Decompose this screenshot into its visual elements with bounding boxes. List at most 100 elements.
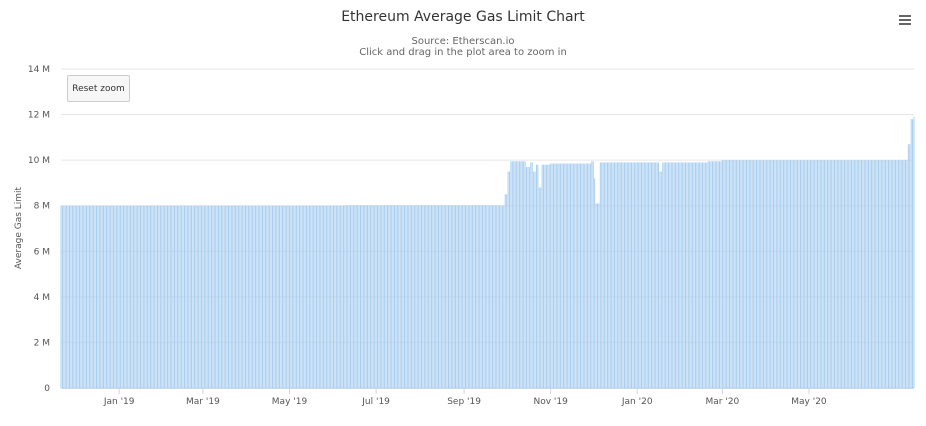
- bar: [77, 205, 79, 388]
- bar: [256, 205, 258, 388]
- bar: [289, 205, 291, 388]
- bar: [714, 161, 716, 388]
- bar: [483, 205, 485, 388]
- bar: [873, 160, 875, 388]
- bar: [660, 171, 662, 388]
- bar: [612, 162, 614, 388]
- bar: [760, 160, 762, 388]
- bar: [203, 205, 205, 388]
- bar: [774, 160, 776, 388]
- bar: [88, 205, 90, 388]
- bar: [757, 160, 759, 388]
- chart-zoom-hint: Click and drag in the plot area to zoom …: [359, 47, 567, 58]
- bar: [134, 205, 136, 388]
- bar: [506, 194, 508, 388]
- bar: [670, 162, 672, 388]
- bar: [856, 160, 858, 388]
- bar: [606, 162, 608, 388]
- bar: [526, 166, 528, 388]
- bar: [694, 162, 696, 388]
- bar: [723, 160, 725, 388]
- bar: [104, 205, 106, 388]
- bar: [517, 161, 519, 388]
- bar: [602, 162, 604, 388]
- x-tick-label: Jul '19: [361, 397, 390, 407]
- bar: [219, 205, 221, 388]
- bar: [202, 205, 204, 388]
- bar: [294, 205, 296, 388]
- bar: [632, 162, 634, 388]
- bar: [297, 205, 299, 388]
- bar: [445, 205, 447, 388]
- bar: [239, 205, 241, 388]
- bar: [253, 205, 255, 388]
- bar: [574, 163, 576, 388]
- y-tick-label: 8 M: [34, 202, 50, 212]
- bar: [223, 205, 225, 388]
- reset-zoom-button[interactable]: Reset zoom: [67, 75, 130, 102]
- bar: [561, 163, 563, 388]
- bar: [750, 160, 752, 388]
- bar: [907, 144, 909, 388]
- bar: [782, 160, 784, 388]
- bar: [208, 205, 210, 388]
- bar: [555, 163, 557, 388]
- bar: [218, 205, 220, 388]
- bar: [798, 160, 800, 388]
- bar: [623, 162, 625, 388]
- bar: [903, 160, 905, 388]
- bar: [608, 162, 610, 388]
- bar: [500, 205, 502, 388]
- bar: [716, 161, 718, 388]
- bar: [491, 205, 493, 388]
- bar: [570, 163, 572, 388]
- bar: [858, 160, 860, 388]
- bar: [882, 160, 884, 388]
- bar: [605, 162, 607, 388]
- bar: [145, 205, 147, 388]
- bar: [562, 163, 564, 388]
- bar: [263, 205, 265, 388]
- bar: [286, 205, 288, 388]
- bar: [157, 205, 159, 388]
- bar: [165, 205, 167, 388]
- bar: [335, 205, 337, 388]
- bar: [772, 160, 774, 388]
- bar: [195, 205, 197, 388]
- bar: [262, 205, 264, 388]
- bar: [768, 160, 770, 388]
- bar: [804, 160, 806, 388]
- bar: [443, 205, 445, 388]
- bar: [306, 205, 308, 388]
- bar: [788, 160, 790, 388]
- bar: [290, 205, 292, 388]
- bar: [63, 205, 65, 388]
- bar: [78, 205, 80, 388]
- bar: [848, 160, 850, 388]
- bar: [866, 160, 868, 388]
- bar: [301, 205, 303, 388]
- bar: [201, 205, 203, 388]
- bar: [744, 160, 746, 388]
- bar: [733, 160, 735, 388]
- hamburger-menu-icon[interactable]: [894, 10, 916, 30]
- bar: [310, 205, 312, 388]
- bar-series: [60, 116, 915, 388]
- x-tick-label: Mar '20: [706, 397, 740, 407]
- bar: [152, 205, 154, 388]
- bar: [465, 205, 466, 388]
- bar: [396, 205, 398, 388]
- bar: [191, 205, 193, 388]
- bar: [446, 205, 448, 388]
- bar: [604, 162, 606, 388]
- bar: [463, 205, 465, 388]
- bar: [672, 162, 674, 388]
- bar: [216, 205, 218, 388]
- bar: [362, 205, 364, 388]
- bar: [183, 205, 185, 388]
- bar: [379, 205, 381, 388]
- bar: [103, 205, 105, 388]
- bar: [849, 160, 851, 388]
- bar: [259, 205, 261, 388]
